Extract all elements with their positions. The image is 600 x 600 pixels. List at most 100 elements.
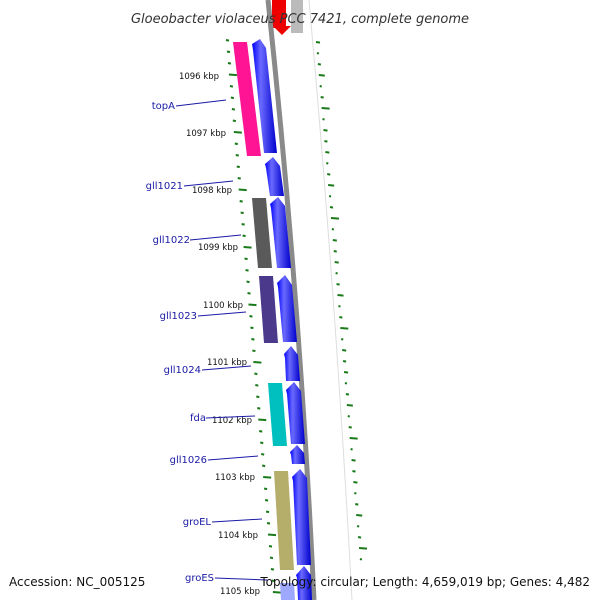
gc-tick: [335, 272, 338, 275]
kbp-minor-tick: [234, 142, 238, 146]
kbp-minor-tick: [259, 430, 263, 433]
kbp-minor-tick: [249, 315, 253, 318]
gene-label-gll1023[interactable]: gll1023: [160, 311, 197, 322]
gc-tick: [348, 426, 352, 429]
gc-tick: [325, 151, 330, 154]
gc-tick: [352, 470, 356, 473]
kbp-minor-tick: [254, 372, 258, 376]
kbp-label: 1096 kbp: [179, 72, 219, 82]
gc-tick: [325, 162, 329, 165]
gc-tick: [328, 195, 332, 198]
kbp-minor-tick: [227, 62, 232, 65]
gc-tick: [347, 415, 351, 418]
kbp-minor-tick: [252, 349, 256, 353]
cds-arrow-fda: [286, 382, 305, 444]
kbp-minor-tick: [269, 556, 274, 560]
kbp-minor-tick: [247, 292, 251, 295]
gc-tick: [339, 316, 343, 319]
kbp-major-tick: [272, 591, 281, 594]
gc-tick: [334, 261, 339, 264]
kbp-minor-tick: [245, 269, 249, 272]
gc-tick: [356, 525, 360, 528]
top-red-arrowhead: [273, 26, 291, 35]
gc-tick: [324, 140, 328, 143]
kbp-label: 1105 kbp: [220, 587, 260, 597]
cds-arrow-gll1022: [270, 197, 291, 268]
gene-bar-groES: [280, 583, 295, 600]
gc-tick: [336, 283, 340, 286]
kbp-major-tick: [253, 361, 262, 364]
gc-tick: [354, 492, 357, 495]
gc-tick: [318, 74, 325, 77]
kbp-minor-tick: [229, 85, 234, 88]
gc-tick: [322, 118, 325, 121]
gc-tick: [358, 547, 368, 550]
gc-tick: [353, 481, 358, 484]
kbp-minor-tick: [235, 154, 239, 157]
kbp-minor-tick: [232, 119, 237, 123]
kbp-minor-tick: [260, 453, 265, 456]
kbp-minor-tick: [241, 223, 245, 226]
kbp-minor-tick: [271, 579, 276, 583]
gc-tick: [349, 437, 358, 440]
gene-label-groES[interactable]: groES: [185, 573, 214, 584]
cds-arrow-gll1023: [277, 275, 297, 342]
cds-arrow-gll1026: [290, 445, 305, 464]
gc-tick: [340, 338, 344, 341]
gc-tick: [323, 129, 328, 132]
gc-tick: [333, 250, 337, 253]
gene-bar-topA: [233, 42, 261, 156]
kbp-major-tick: [228, 73, 238, 77]
kbp-minor-tick: [264, 499, 269, 502]
gene-leader-gll1024: [201, 365, 252, 371]
gene-bar-fda: [268, 383, 287, 446]
kbp-minor-tick: [251, 338, 255, 341]
gene-label-groEL[interactable]: groEL: [183, 517, 212, 528]
kbp-label: 1102 kbp: [212, 416, 252, 426]
top-gray-feature: [291, 0, 303, 33]
kbp-label: 1097 kbp: [186, 129, 226, 139]
kbp-minor-tick: [246, 280, 250, 284]
gc-tick: [316, 52, 320, 55]
kbp-minor-tick: [244, 257, 248, 261]
kbp-minor-tick: [240, 211, 244, 215]
kbp-minor-tick: [265, 510, 270, 514]
gc-tick: [359, 558, 363, 561]
gc-tick: [319, 85, 323, 88]
kbp-minor-tick: [263, 487, 268, 491]
gc-tick: [337, 294, 344, 297]
kbp-minor-tick: [268, 545, 273, 548]
gene-label-topA[interactable]: topA: [152, 101, 175, 112]
kbp-label: 1098 kbp: [192, 186, 232, 196]
gc-tick: [340, 327, 349, 330]
accession-text: Accession: NC_005125: [9, 575, 146, 589]
gc-tick: [329, 206, 334, 209]
gene-leader-gll1022: [189, 234, 242, 241]
kbp-minor-tick: [255, 384, 259, 387]
gene-label-gll1021[interactable]: gll1021: [146, 181, 183, 192]
kbp-label: 1100 kbp: [203, 301, 243, 311]
gc-tick: [350, 448, 353, 451]
kbp-minor-tick: [270, 568, 275, 571]
kbp-minor-tick: [242, 234, 246, 238]
kbp-minor-tick: [257, 407, 261, 410]
cds-arrow-gll1021: [265, 157, 284, 196]
gc-tick: [327, 173, 331, 176]
genome-backbone: [265, 0, 317, 600]
gene-label-gll1024[interactable]: gll1024: [164, 365, 201, 376]
gene-label-gll1022[interactable]: gll1022: [153, 235, 190, 246]
genome-backbone-outer: [308, 0, 353, 600]
gc-tick-marks: [315, 41, 368, 561]
gc-tick: [338, 305, 341, 308]
gene-leader-gll1023: [197, 311, 247, 317]
gc-tick: [345, 393, 350, 396]
kbp-major-tick: [267, 533, 277, 537]
gene-label-gll1026[interactable]: gll1026: [170, 455, 207, 466]
gene-leader-groEL: [211, 518, 263, 523]
kbp-major-tick: [258, 418, 267, 422]
gene-label-fda[interactable]: fda: [190, 413, 206, 424]
gene-leader-fda: [205, 415, 256, 419]
gc-tick: [315, 41, 321, 44]
top-red-feature: [272, 0, 286, 28]
